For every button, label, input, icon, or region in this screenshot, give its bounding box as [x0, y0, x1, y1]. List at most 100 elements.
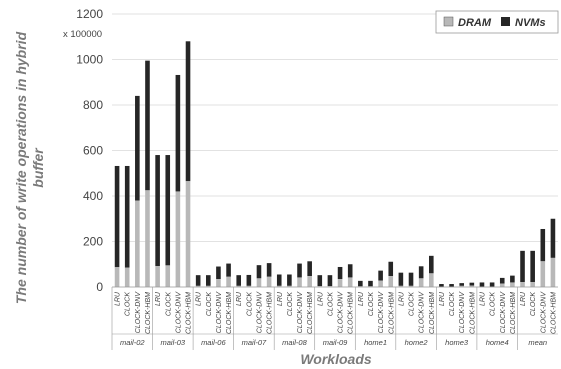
bar-dram [540, 261, 546, 287]
bar-nvms [145, 60, 150, 191]
bar-dram [135, 200, 140, 287]
x-category-label: CLOCK-HBM [307, 292, 314, 334]
bar-nvms [459, 283, 465, 286]
bar-nvms [439, 284, 444, 287]
bar-nvms [368, 280, 373, 287]
bar-dram [327, 286, 333, 287]
legend-box [435, 10, 559, 34]
bar-nvms [550, 218, 556, 258]
x-group-label: home3 [445, 338, 469, 347]
x-category-label: CLOCK-DNV [500, 291, 507, 334]
bar-nvms [479, 282, 485, 287]
x-category-label: LRU [196, 291, 203, 306]
bar-nvms [135, 95, 140, 201]
bar-dram [205, 285, 211, 287]
bar-dram [347, 277, 353, 287]
bar-dram [520, 281, 525, 287]
bar-dram [388, 276, 394, 287]
bar-nvms [358, 280, 363, 287]
x-category-label: CLOCK-HBM [429, 292, 436, 334]
y-axis-title-line-1: The number of write operations in hybrid [13, 31, 29, 304]
x-category-label: CLOCK-HBM [510, 292, 517, 334]
bar-dram [510, 282, 515, 287]
bar-nvms [347, 264, 353, 278]
x-category-label: CLOCK [449, 292, 456, 316]
x-category-label: LRU [358, 291, 365, 306]
bar-dram [276, 285, 282, 287]
bar-dram [469, 285, 475, 287]
bar-nvms [388, 261, 394, 277]
bar-dram [155, 266, 160, 287]
bar-nvms [205, 275, 211, 286]
bar-nvms [540, 228, 546, 262]
bar-dram [408, 285, 414, 287]
bar-dram [165, 265, 171, 287]
x-category-label: LRU [520, 291, 527, 306]
y-tick-label: 0 [96, 280, 103, 294]
bar-nvms [165, 155, 171, 266]
x-category-label: CLOCK [409, 292, 416, 316]
x-category-label: CLOCK [490, 292, 497, 316]
x-category-label: CLOCK-HBM [226, 292, 233, 334]
x-category-label: LRU [155, 291, 162, 306]
x-category-label: CLOCK [125, 292, 132, 316]
bar-nvms [246, 274, 252, 286]
x-category-label: CLOCK [327, 292, 334, 316]
bar-nvms [195, 275, 201, 286]
y-tick-label: 400 [83, 189, 103, 203]
x-category-label: LRU [398, 291, 405, 306]
x-group-label: mail-06 [201, 338, 226, 347]
bar-dram [195, 285, 201, 287]
x-category-label: CLOCK [530, 292, 537, 316]
x-group-label: mail-02 [120, 338, 145, 347]
bar-nvms [469, 282, 475, 286]
x-category-label: CLOCK-DNV [297, 291, 304, 334]
bar-dram [378, 280, 383, 287]
bar-nvms [317, 275, 323, 287]
bar-dram [428, 273, 434, 287]
y-tick-label: 600 [83, 144, 103, 158]
bar-nvms [398, 272, 404, 286]
x-category-label: CLOCK-DNV [256, 291, 263, 334]
bar-nvms [297, 263, 302, 278]
x-group-label: mail-07 [242, 338, 267, 347]
y-axis-multiplier: x 100000 [63, 29, 102, 40]
bar-nvms [378, 270, 383, 281]
bar-nvms [236, 275, 242, 286]
bar-dram [185, 181, 191, 287]
y-axis-ticks: 0 200 400 600 800 1000 1200 [76, 7, 103, 294]
x-category-label: CLOCK [287, 292, 294, 316]
x-category-label: CLOCK-DNV [459, 291, 466, 334]
legend-label-dram: DRAM [458, 17, 492, 29]
x-category-label: CLOCK-DNV [135, 291, 142, 334]
x-axis-group-labels: mail-02 mail-03 mail-06 mail-07 mail-08 mail-… [111, 287, 558, 350]
x-category-label: CLOCK [165, 292, 172, 316]
x-category-label: CLOCK [368, 292, 375, 316]
bar-nvms [530, 250, 535, 282]
bar-nvms [185, 41, 191, 182]
x-category-label: LRU [317, 291, 324, 306]
bar-nvms [449, 284, 454, 287]
x-category-label: CLOCK-HBM [469, 292, 476, 334]
bar-dram [307, 276, 312, 287]
x-category-label: CLOCK-HBM [348, 292, 355, 334]
bar-nvms [520, 250, 525, 282]
bar-dram [317, 286, 323, 287]
x-category-label: CLOCK-HBM [145, 292, 152, 334]
bar-dram [236, 285, 242, 287]
x-category-label: CLOCK-HBM [186, 292, 193, 334]
bar-nvms [124, 165, 130, 268]
y-tick-label: 1000 [76, 53, 103, 67]
x-group-label: home1 [364, 338, 387, 347]
x-category-label: CLOCK-HBM [550, 292, 557, 334]
y-tick-label: 800 [83, 98, 103, 112]
x-category-label: CLOCK-DNV [419, 291, 426, 334]
bar-nvms [418, 266, 424, 279]
bar-nvms [216, 266, 221, 280]
x-category-label: CLOCK-DNV [338, 291, 345, 334]
x-category-label: CLOCK-HBM [267, 292, 274, 334]
bar-dram [418, 278, 424, 287]
x-category-label: LRU [236, 291, 243, 306]
bar-dram [124, 267, 130, 287]
